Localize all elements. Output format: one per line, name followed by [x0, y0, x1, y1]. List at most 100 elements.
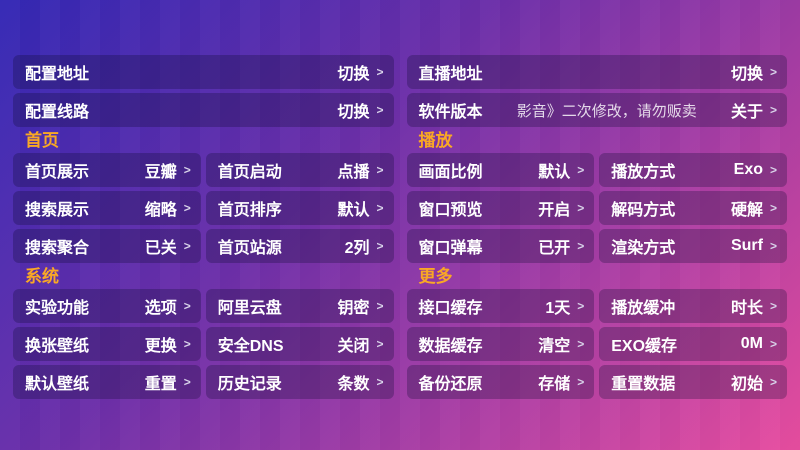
- setting-item[interactable]: 首页启动 点播 >: [205, 153, 394, 187]
- setting-row-app-version[interactable]: 软件版本 影音》二次修改，请勿贩卖 关于 >: [406, 93, 787, 127]
- chevron-right-icon: >: [183, 163, 191, 177]
- setting-value: 更换: [144, 338, 177, 355]
- setting-value: 默认: [538, 164, 571, 181]
- setting-value: 默认: [337, 202, 370, 219]
- left-column: 配置地址 切换 > 配置线路 切换 > 首页 首页展示 豆瓣 > 首页启动 点播…: [13, 55, 394, 403]
- setting-value: 0M: [740, 335, 763, 352]
- setting-label: 默认壁纸: [25, 376, 90, 393]
- chevron-right-icon: >: [183, 337, 191, 351]
- setting-value: 豆瓣: [144, 164, 177, 181]
- setting-label: 首页排序: [217, 202, 282, 219]
- chevron-right-icon: >: [376, 163, 384, 177]
- setting-item[interactable]: 搜索聚合 已关 >: [13, 229, 201, 263]
- chevron-right-icon: >: [577, 201, 585, 215]
- setting-item[interactable]: 实验功能 选项 >: [13, 289, 201, 323]
- setting-label: 画面比例: [418, 164, 483, 181]
- setting-item[interactable]: 重置数据 初始 >: [599, 365, 787, 399]
- setting-item[interactable]: 数据缓存 清空 >: [406, 327, 595, 361]
- section-title-system: 系统: [25, 267, 59, 286]
- setting-item[interactable]: 画面比例 默认 >: [406, 153, 595, 187]
- setting-item[interactable]: EXO缓存 0M >: [599, 327, 787, 361]
- section-home-grid: 首页展示 豆瓣 > 首页启动 点播 > 搜索展示 缩略 > 首页排序 默认 > …: [13, 153, 394, 267]
- setting-value: 条数: [337, 376, 370, 393]
- setting-value: 关闭: [337, 338, 370, 355]
- setting-label: 配置地址: [25, 66, 90, 83]
- setting-label: 换张壁纸: [25, 338, 90, 355]
- setting-label: 阿里云盘: [217, 300, 282, 317]
- setting-value: 选项: [144, 300, 177, 317]
- setting-value: 硬解: [730, 202, 763, 219]
- section-more-grid: 接口缓存 1天 > 播放缓冲 时长 > 数据缓存 清空 > EXO缓存 0M >…: [406, 289, 787, 403]
- setting-value: 切换: [730, 66, 763, 83]
- chevron-right-icon: >: [769, 375, 777, 389]
- setting-value: 切换: [337, 66, 370, 83]
- setting-item[interactable]: 窗口预览 开启 >: [406, 191, 595, 225]
- setting-item[interactable]: 备份还原 存储 >: [406, 365, 595, 399]
- setting-value: 切换: [337, 104, 370, 121]
- setting-label: 历史记录: [217, 376, 282, 393]
- section-playback-grid: 画面比例 默认 > 播放方式 Exo > 窗口预览 开启 > 解码方式 硬解 >…: [406, 153, 787, 267]
- setting-label: 重置数据: [611, 376, 676, 393]
- setting-label: 搜索聚合: [25, 240, 90, 257]
- chevron-right-icon: >: [183, 299, 191, 313]
- setting-label: 渲染方式: [611, 240, 676, 257]
- chevron-right-icon: >: [769, 103, 777, 117]
- setting-item[interactable]: 首页站源 2列 >: [205, 229, 394, 263]
- setting-item[interactable]: 首页展示 豆瓣 >: [13, 153, 201, 187]
- setting-item[interactable]: 换张壁纸 更换 >: [13, 327, 201, 361]
- setting-row-live-address[interactable]: 直播地址 切换 >: [406, 55, 787, 89]
- section-title-home: 首页: [25, 131, 59, 150]
- setting-label: 备份还原: [418, 376, 483, 393]
- setting-item[interactable]: 播放方式 Exo >: [599, 153, 787, 187]
- setting-row-config-address[interactable]: 配置地址 切换 >: [13, 55, 394, 89]
- setting-label: 搜索展示: [25, 202, 90, 219]
- chevron-right-icon: >: [577, 163, 585, 177]
- setting-label: 直播地址: [418, 66, 483, 83]
- setting-item[interactable]: 搜索展示 缩略 >: [13, 191, 201, 225]
- version-marquee-text: 影音》二次修改，请勿贩卖: [516, 102, 697, 120]
- setting-item[interactable]: 阿里云盘 钥密 >: [205, 289, 394, 323]
- chevron-right-icon: >: [769, 337, 777, 351]
- chevron-right-icon: >: [769, 239, 777, 253]
- setting-item[interactable]: 安全DNS 关闭 >: [205, 327, 394, 361]
- setting-item[interactable]: 渲染方式 Surf >: [599, 229, 787, 263]
- chevron-right-icon: >: [376, 299, 384, 313]
- setting-label: 解码方式: [611, 202, 676, 219]
- setting-label: 窗口弹幕: [418, 240, 483, 257]
- chevron-right-icon: >: [376, 65, 384, 79]
- setting-item[interactable]: 播放缓冲 时长 >: [599, 289, 787, 323]
- setting-item[interactable]: 窗口弹幕 已开 >: [406, 229, 595, 263]
- setting-label: 配置线路: [25, 104, 90, 121]
- chevron-right-icon: >: [769, 201, 777, 215]
- setting-value: 钥密: [337, 300, 370, 317]
- chevron-right-icon: >: [183, 239, 191, 253]
- chevron-right-icon: >: [376, 201, 384, 215]
- setting-item[interactable]: 历史记录 条数 >: [205, 365, 394, 399]
- setting-item[interactable]: 默认壁纸 重置 >: [13, 365, 201, 399]
- chevron-right-icon: >: [577, 375, 585, 389]
- setting-value: 2列: [344, 240, 370, 257]
- setting-item[interactable]: 首页排序 默认 >: [205, 191, 394, 225]
- setting-item[interactable]: 解码方式 硬解 >: [599, 191, 787, 225]
- setting-label: 播放方式: [611, 164, 676, 181]
- setting-row-config-line[interactable]: 配置线路 切换 >: [13, 93, 394, 127]
- setting-value: Surf: [730, 237, 763, 254]
- chevron-right-icon: >: [376, 239, 384, 253]
- setting-label: 首页启动: [217, 164, 282, 181]
- setting-label: 软件版本: [418, 104, 483, 121]
- section-title-playback: 播放: [418, 131, 453, 150]
- chevron-right-icon: >: [769, 163, 777, 177]
- setting-value: 时长: [730, 300, 763, 317]
- setting-label: 安全DNS: [217, 338, 284, 355]
- setting-value: 已关: [144, 240, 177, 257]
- setting-value: 关于: [730, 104, 763, 121]
- chevron-right-icon: >: [376, 337, 384, 351]
- chevron-right-icon: >: [183, 375, 191, 389]
- setting-label: 首页展示: [25, 164, 90, 181]
- setting-value: 缩略: [144, 202, 177, 219]
- setting-item[interactable]: 接口缓存 1天 >: [406, 289, 595, 323]
- chevron-right-icon: >: [376, 103, 384, 117]
- chevron-right-icon: >: [577, 299, 585, 313]
- setting-label: EXO缓存: [611, 338, 678, 355]
